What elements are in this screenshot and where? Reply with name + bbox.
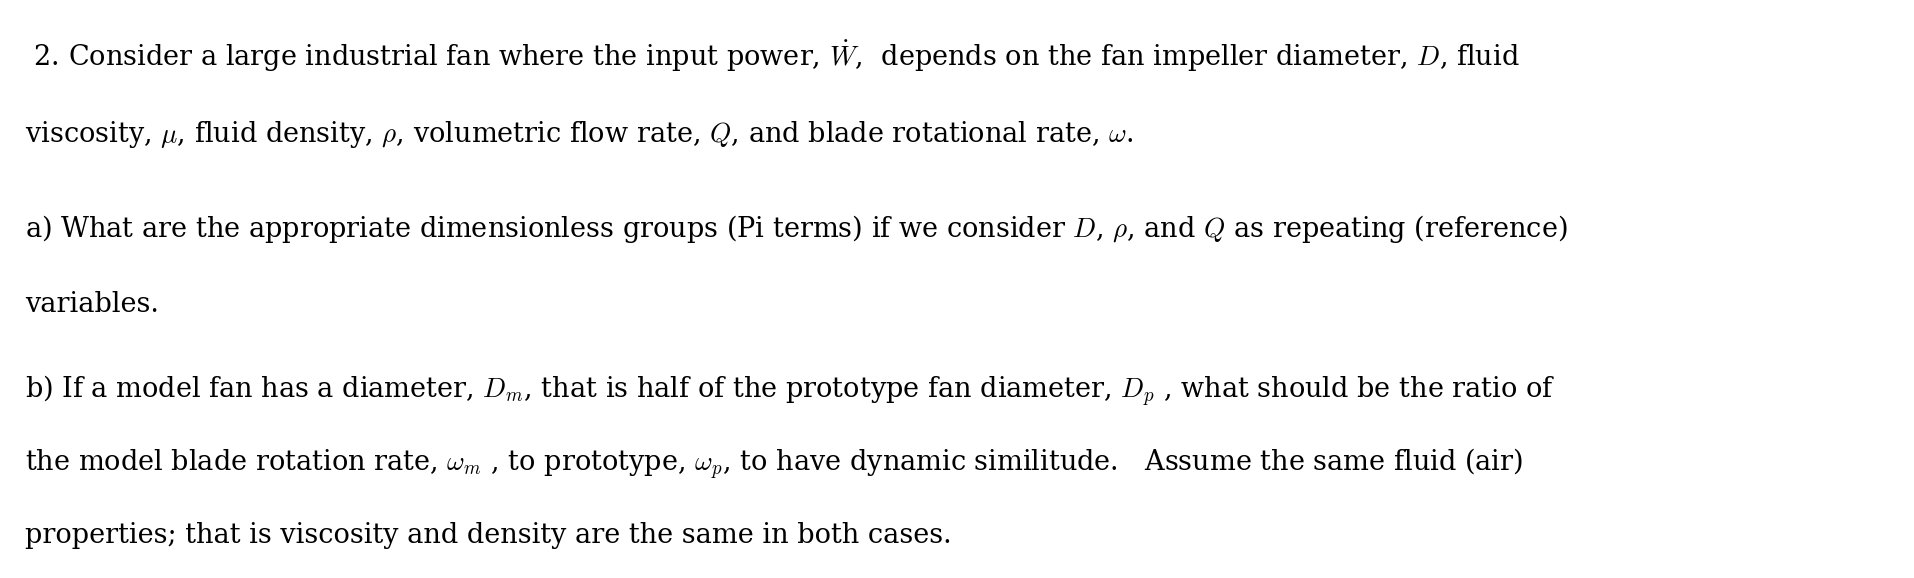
Text: b) If a model fan has a diameter, $D_m$, that is half of the prototype fan diame: b) If a model fan has a diameter, $D_m$,… xyxy=(25,375,1556,409)
Text: viscosity, $\mu$, fluid density, $\rho$, volumetric flow rate, $Q$, and blade ro: viscosity, $\mu$, fluid density, $\rho$,… xyxy=(25,118,1133,150)
Text: properties; that is viscosity and density are the same in both cases.: properties; that is viscosity and densit… xyxy=(25,523,951,549)
Text: the model blade rotation rate, $\omega_m$ , to prototype, $\omega_p$, to have dy: the model blade rotation rate, $\omega_m… xyxy=(25,447,1524,481)
Text: 2. Consider a large industrial fan where the input power, $\dot{W}$,  depends on: 2. Consider a large industrial fan where… xyxy=(25,39,1520,75)
Text: a) What are the appropriate dimensionless groups (Pi terms) if we consider $D$, : a) What are the appropriate dimensionles… xyxy=(25,213,1568,245)
Text: variables.: variables. xyxy=(25,291,159,318)
